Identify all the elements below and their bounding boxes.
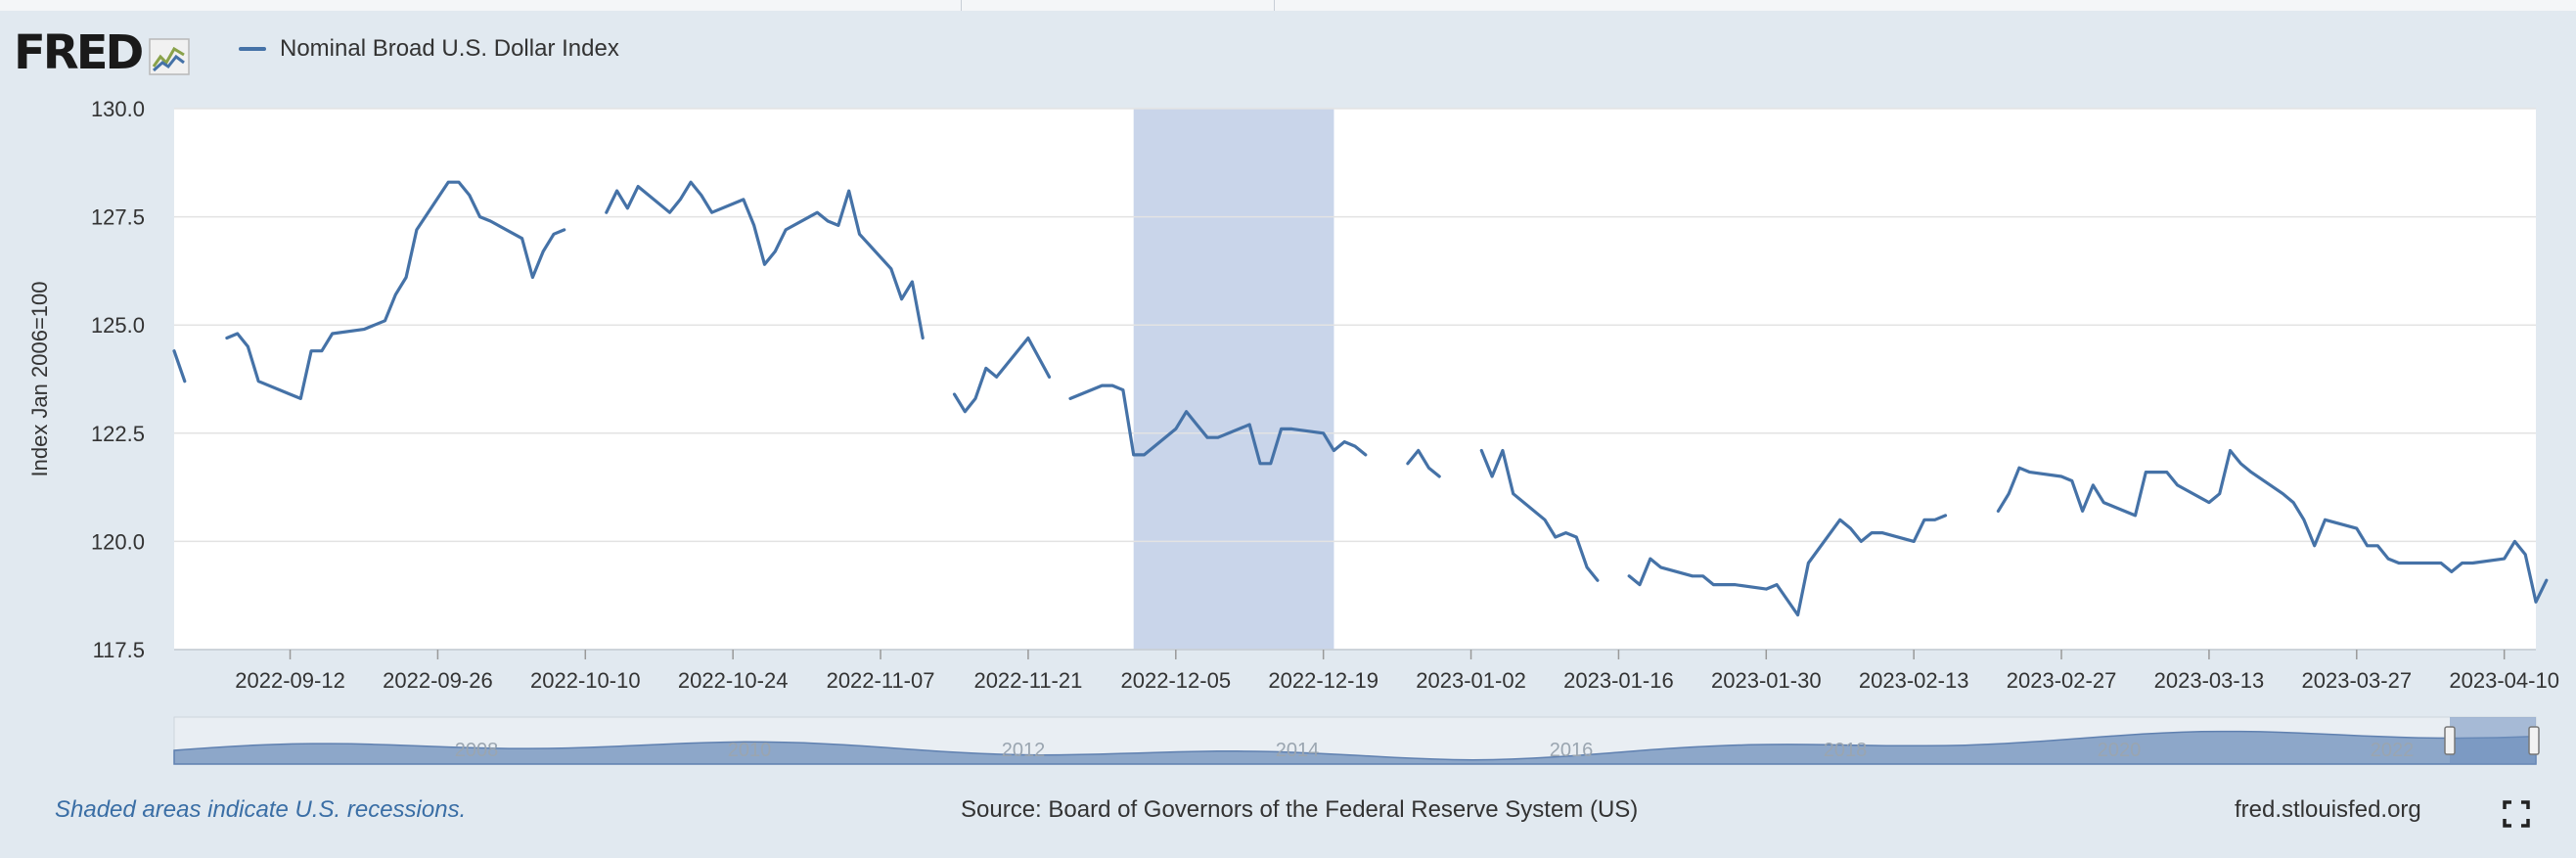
series-line-segment [1479,448,1600,582]
x-tick-label: 2023-04-10 [2449,668,2559,693]
navigator-tick-label: 2016 [1550,740,1594,761]
x-tick-label: 2022-10-24 [678,668,789,693]
recession-shading [1133,109,1334,650]
y-tick-label: 127.5 [91,205,145,230]
navigator-tick-label: 2018 [1824,740,1868,761]
navigator-tick-label: 2008 [455,740,499,761]
x-tick-label: 2023-02-27 [2007,668,2117,693]
x-tick-label: 2023-03-27 [2302,668,2413,693]
x-tick-label: 2022-11-07 [827,668,935,693]
fred-logo[interactable]: FRED [14,25,191,80]
series-line-segment [1627,514,1948,617]
series-line-segment [225,180,566,400]
x-tick-label: 2023-03-13 [2154,668,2265,693]
x-tick-label: 2022-09-12 [235,668,345,693]
fullscreen-icon[interactable] [2503,800,2530,828]
top-bar-divider [1274,0,1275,11]
plot-area [174,109,2536,650]
top-bar-divider [961,0,962,11]
fred-logo-text: FRED [14,25,144,80]
series-line-segment [1996,448,2549,604]
fred-graph-icon [149,38,191,75]
x-tick-label: 2022-12-05 [1121,668,1232,693]
series-line-segment [952,336,1052,414]
source-text: Source: Board of Governors of the Federa… [961,796,1639,823]
chart-legend[interactable]: Nominal Broad U.S. Dollar Index [239,35,619,63]
series-line-segment [1068,384,1368,466]
top-bar [0,0,2576,11]
x-tick-label: 2023-01-30 [1711,668,1822,693]
legend-series-label: Nominal Broad U.S. Dollar Index [280,35,619,62]
navigator-selected-range [2450,717,2536,764]
x-tick-label: 2023-02-13 [1859,668,1969,693]
x-tick-label: 2022-10-10 [530,668,641,693]
y-tick-label: 125.0 [91,313,145,338]
y-tick-label: 122.5 [91,422,145,446]
navigator-tick-label: 2010 [728,740,772,761]
navigator-tick-label: 2020 [2098,740,2142,761]
site-link[interactable]: fred.stlouisfed.org [2235,796,2421,823]
series-line-segment [1406,448,1441,478]
navigator-tick-label: 2012 [1002,740,1046,761]
legend-line-swatch [239,47,266,51]
y-tick-label: 117.5 [93,638,145,662]
series-line-segment [172,349,187,384]
recession-note: Shaded areas indicate U.S. recessions. [55,796,467,823]
series-line-segment [605,180,925,340]
navigator-tick-label: 2014 [1276,740,1320,761]
x-tick-label: 2022-12-19 [1268,668,1378,693]
y-tick-label: 120.0 [91,529,145,554]
navigator-tick-label: 2022 [2371,740,2415,761]
x-tick-label: 2022-09-26 [383,668,493,693]
x-tick-label: 2022-11-21 [973,668,1082,693]
x-tick-label: 2023-01-02 [1416,668,1526,693]
y-axis-label: Index Jan 2006=100 [27,281,52,476]
y-tick-label: 130.0 [91,97,145,121]
x-tick-label: 2023-01-16 [1563,668,1674,693]
navigator-handle [2528,726,2540,755]
navigator-handle [2444,726,2456,755]
navigator-area [173,730,2537,765]
